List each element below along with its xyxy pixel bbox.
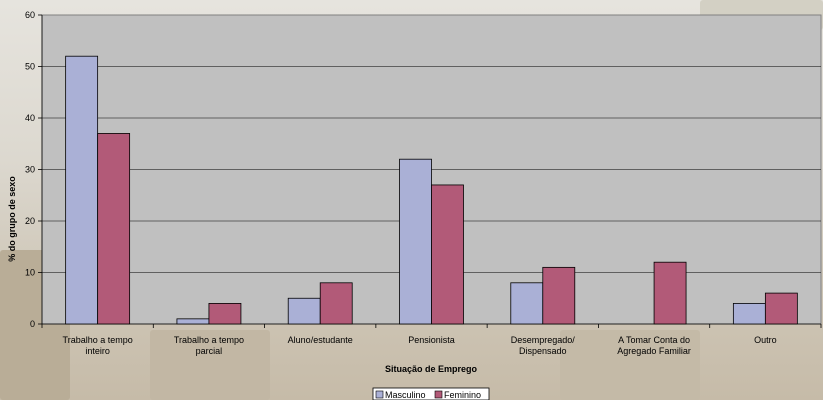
x-category-label: Trabalho a tempo (63, 335, 133, 345)
bar-masculino-1 (176, 318, 210, 325)
x-category-label: Trabalho a tempo (174, 335, 244, 345)
legend-swatch-masculino (375, 390, 384, 399)
legend-swatch-feminino (434, 390, 443, 399)
y-tick-label: 50 (25, 62, 35, 72)
bar-feminino-5 (653, 261, 687, 325)
x-category-label: Desempregado/ (511, 335, 576, 345)
x-category-label: Agregado Familiar (617, 346, 691, 356)
y-axis-title: % do grupo de sexo (7, 176, 17, 262)
bar-masculino-6 (732, 302, 766, 325)
bar-masculino-3 (399, 158, 432, 325)
bar-masculino-4 (510, 282, 544, 325)
x-category-label: inteiro (85, 346, 110, 356)
legend-box (372, 387, 490, 400)
bar-masculino-2 (287, 297, 321, 325)
y-tick-label: 60 (25, 10, 35, 20)
bar-feminino-0 (97, 133, 131, 325)
legend-label-masculino: Masculino (385, 390, 426, 400)
y-tick-label: 30 (25, 165, 35, 175)
x-category-label: Dispensado (519, 346, 567, 356)
bar-feminino-2 (319, 282, 353, 325)
bar-feminino-1 (208, 302, 242, 325)
y-tick-label: 0 (30, 319, 35, 329)
x-category-label: Aluno/estudante (288, 335, 353, 345)
bar-masculino-0 (65, 55, 99, 325)
x-axis-title: Situação de Emprego (385, 364, 478, 374)
bar-feminino-3 (431, 184, 464, 325)
y-tick-label: 10 (25, 268, 35, 278)
bar-feminino-6 (764, 292, 798, 325)
bar-feminino-4 (542, 266, 576, 325)
y-tick-label: 20 (25, 216, 35, 226)
legend-label-feminino: Feminino (444, 390, 481, 400)
x-category-label: Outro (754, 335, 777, 345)
x-category-label: parcial (196, 346, 223, 356)
x-category-label: Pensionista (408, 335, 455, 345)
x-category-label: A Tomar Conta do (618, 335, 690, 345)
y-tick-label: 40 (25, 113, 35, 123)
legend: Masculino Feminino (372, 387, 490, 400)
bars (65, 55, 798, 325)
